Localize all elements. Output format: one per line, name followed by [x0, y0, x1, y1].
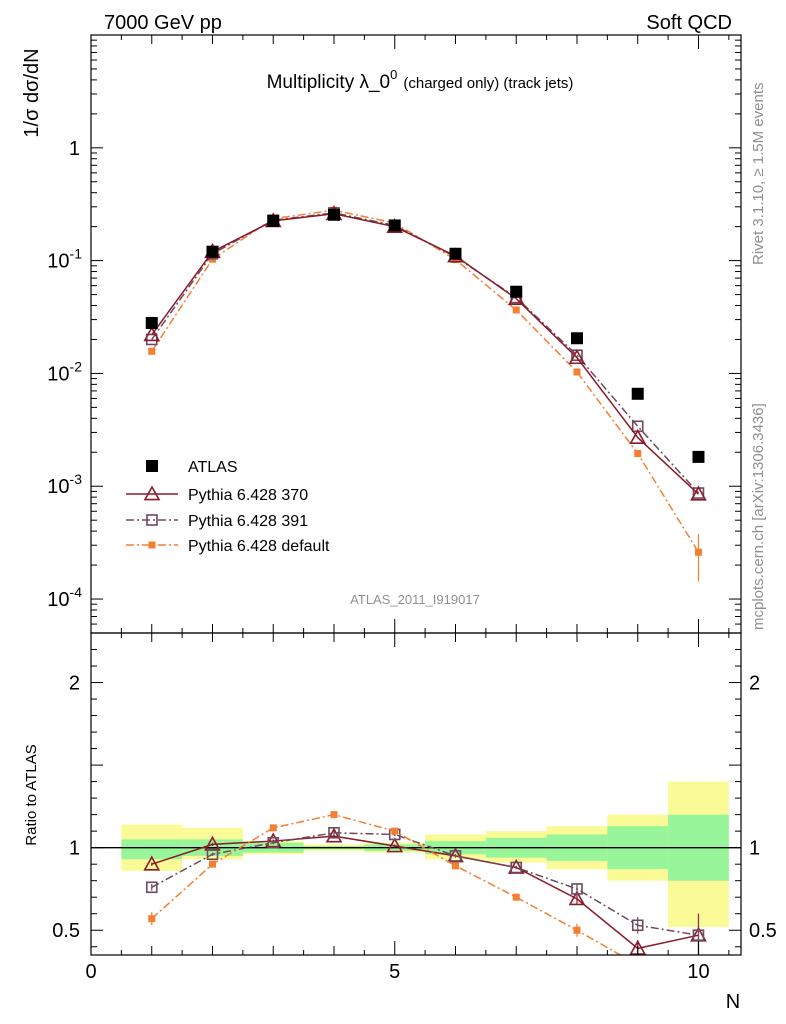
ratio-point [148, 915, 156, 923]
analysis-watermark: ATLAS_2011_I919017 [350, 592, 480, 607]
atlas-point [510, 285, 523, 298]
atlas-point [327, 208, 340, 221]
mcdefault-point [634, 450, 642, 458]
y-tick-label: 0.5 [52, 920, 80, 942]
mcdefault-point [512, 306, 520, 314]
uncertainty-bands [91, 781, 741, 927]
atlas-point [267, 214, 280, 227]
plot-title: Multiplicity λ_00(charged only) (track j… [267, 67, 574, 93]
y-tick-label: 10-1 [47, 246, 82, 273]
main-y-ticks [91, 39, 741, 634]
main-y-tick-labels: 10-4 10-3 10-2 10-1 1 [47, 138, 82, 611]
legend-marker [146, 460, 158, 472]
y-tick-label: 10-4 [47, 584, 82, 611]
ratio-point [449, 850, 462, 862]
atlas-point [206, 245, 219, 258]
atlas-point [631, 387, 644, 400]
ratio-point [692, 929, 705, 941]
main-line-2 [151, 212, 700, 494]
atlas-point [570, 332, 583, 345]
legend-marker [148, 541, 156, 549]
ratio-panel: 0.5 0.5 1 1 2 2 [52, 632, 777, 993]
x-axis-label: N [726, 991, 740, 1013]
ratio-y-axis-label: Ratio to ATLAS [23, 744, 40, 845]
y-tick-label: 10-2 [47, 358, 82, 385]
ratio-point [269, 824, 277, 832]
atlas-point [449, 247, 462, 260]
mcplots-label: mcplots.cern.ch [arXiv:1306.3436] [750, 403, 767, 630]
legend-label: Pythia 6.428 370 [188, 487, 308, 504]
y-tick-label: 2 [69, 673, 80, 695]
ratio-point [267, 836, 280, 849]
legend-item: ATLAS [146, 459, 238, 476]
band-inner [121, 839, 183, 860]
ratio-point [631, 919, 644, 932]
process-label: 7000 GeV pp [104, 12, 222, 34]
main-panel: 10-410-310-210-110 5 10 [47, 34, 742, 983]
ratio-point [325, 827, 343, 843]
ratio-point [634, 961, 641, 968]
ratio-line-2 [151, 832, 699, 936]
ratio-point [571, 883, 583, 895]
legend-marker [146, 514, 158, 526]
ratio-y-ticks: 0.5 0.5 1 1 2 2 [52, 649, 777, 948]
ratio-line-3 [151, 813, 622, 955]
mc370-point [690, 485, 707, 501]
y-tick-label: 2 [749, 673, 760, 695]
x-ticks: 0 5 10 [85, 35, 730, 983]
ratio-point [208, 860, 216, 868]
main-line-1 [151, 213, 699, 495]
y-tick-label: 1 [69, 838, 80, 860]
legend-label: Pythia 6.428 default [188, 538, 330, 555]
legend: ATLAS Pythia 6.428 370 Pythia 6.428 391 Pyt… [126, 459, 330, 555]
x-tick-label: 5 [389, 961, 400, 983]
rivet-version-label: Rivet 3.1.10, ≥ 1.5M events [750, 83, 767, 266]
mc370-point [507, 290, 525, 306]
ratio-point [330, 811, 338, 819]
ratio-point [206, 848, 219, 861]
atlas-point [388, 219, 401, 232]
y-tick-label: 10-3 [47, 471, 82, 498]
ratio-point [143, 855, 161, 871]
ratio-point [145, 881, 158, 894]
ratio-point [568, 890, 586, 906]
legend-label: Pythia 6.428 391 [188, 513, 308, 530]
ratio-line-1 [151, 835, 699, 950]
main-series [143, 205, 707, 582]
ratio-point [328, 827, 340, 839]
x-tick-label: 0 [85, 961, 96, 983]
ratio-point [512, 893, 520, 901]
main-y-axis-label: 1/σ dσ/dN [21, 48, 43, 137]
mcdefault-point [148, 347, 156, 355]
ratio-point [573, 926, 581, 934]
legend-item: Pythia 6.428 default [126, 538, 330, 555]
main-frame [90, 34, 742, 634]
mc370-point [568, 348, 586, 365]
y-tick-label: 0.5 [749, 920, 777, 942]
y-tick-label: 1 [69, 138, 80, 160]
ratio-point [264, 832, 282, 848]
ratio-point [451, 862, 459, 870]
legend-item: Pythia 6.428 391 [126, 513, 308, 530]
ratio-point [391, 827, 399, 835]
legend-item: Pythia 6.428 370 [126, 485, 308, 504]
category-label: Soft QCD [646, 12, 732, 34]
y-tick-label: 1 [749, 838, 760, 860]
ratio-point [510, 861, 523, 874]
legend-label: ATLAS [188, 459, 238, 476]
mc370-point [143, 326, 161, 342]
x-tick-label: 10 [687, 961, 709, 983]
ratio-point [386, 837, 404, 853]
mcdefault-point [573, 368, 581, 376]
atlas-point [692, 450, 705, 463]
atlas-point [145, 316, 158, 329]
ratio-point [695, 986, 702, 993]
ratio-frame [90, 632, 742, 956]
legend-marker [143, 485, 161, 501]
mc370-point [629, 428, 647, 444]
